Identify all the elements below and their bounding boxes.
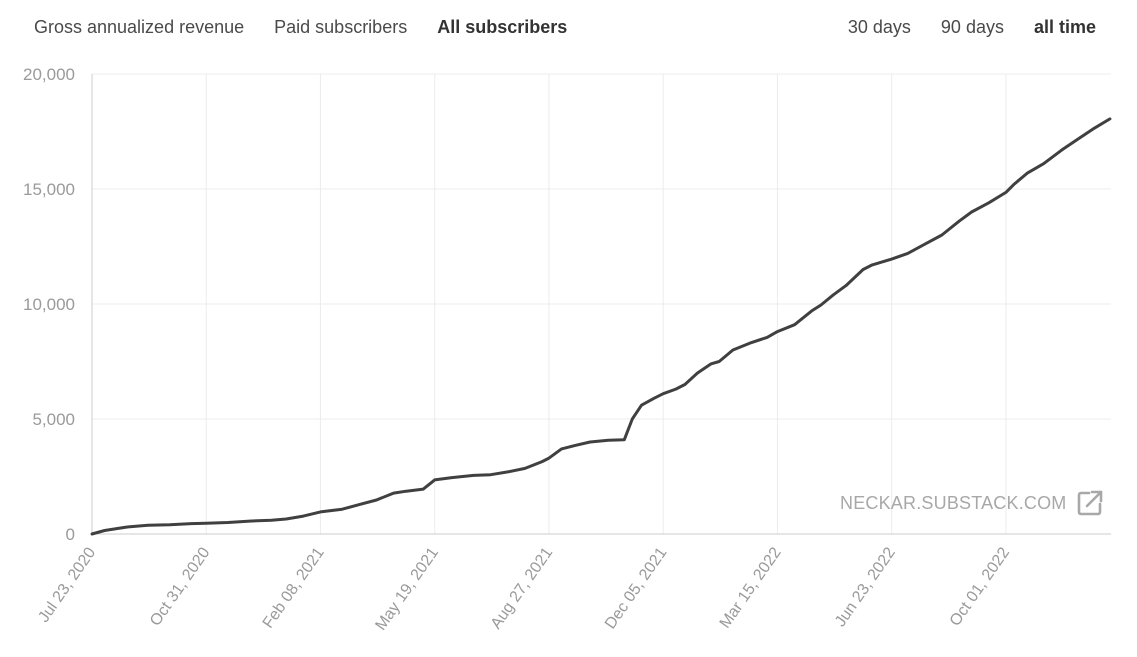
watermark-text: NECKAR.SUBSTACK.COM bbox=[840, 492, 1067, 513]
x-tick-label: Feb 08, 2021 bbox=[260, 544, 328, 631]
y-tick-label: 20,000 bbox=[23, 65, 75, 84]
x-tick-label: Dec 05, 2021 bbox=[602, 544, 671, 632]
tab-30-days[interactable]: 30 days bbox=[847, 17, 911, 37]
range-tabs: 30 days 90 days all time bbox=[848, 16, 1096, 38]
tab-gross-annualized-revenue[interactable]: Gross annualized revenue bbox=[34, 17, 245, 37]
metric-tabs: Gross annualized revenue Paid subscriber… bbox=[34, 16, 567, 38]
y-tick-label: 0 bbox=[66, 525, 75, 544]
y-tick-label: 15,000 bbox=[23, 180, 75, 199]
x-tick-label: Oct 01, 2022 bbox=[947, 544, 1014, 629]
x-tick-label: Aug 27, 2021 bbox=[488, 544, 557, 632]
y-tick-label: 10,000 bbox=[23, 295, 75, 314]
tab-90-days[interactable]: 90 days bbox=[940, 17, 1004, 37]
series-line bbox=[90, 117, 1112, 536]
tab-paid-subscribers[interactable]: Paid subscribers bbox=[274, 17, 408, 37]
external-link-icon bbox=[1077, 490, 1102, 516]
x-tick-label: Jul 23, 2020 bbox=[35, 544, 99, 625]
tab-all-subscribers[interactable]: All subscribers bbox=[437, 17, 568, 37]
x-tick-label: Jun 23, 2022 bbox=[832, 544, 899, 630]
x-tick-label: Mar 15, 2022 bbox=[717, 544, 785, 631]
x-tick-label: May 19, 2021 bbox=[372, 544, 442, 633]
x-tick-label: Oct 31, 2020 bbox=[147, 544, 214, 629]
y-tick-label: 5,000 bbox=[32, 410, 75, 429]
tab-all-time[interactable]: all time bbox=[1033, 17, 1096, 37]
watermark-link[interactable]: NECKAR.SUBSTACK.COM bbox=[840, 488, 1105, 518]
